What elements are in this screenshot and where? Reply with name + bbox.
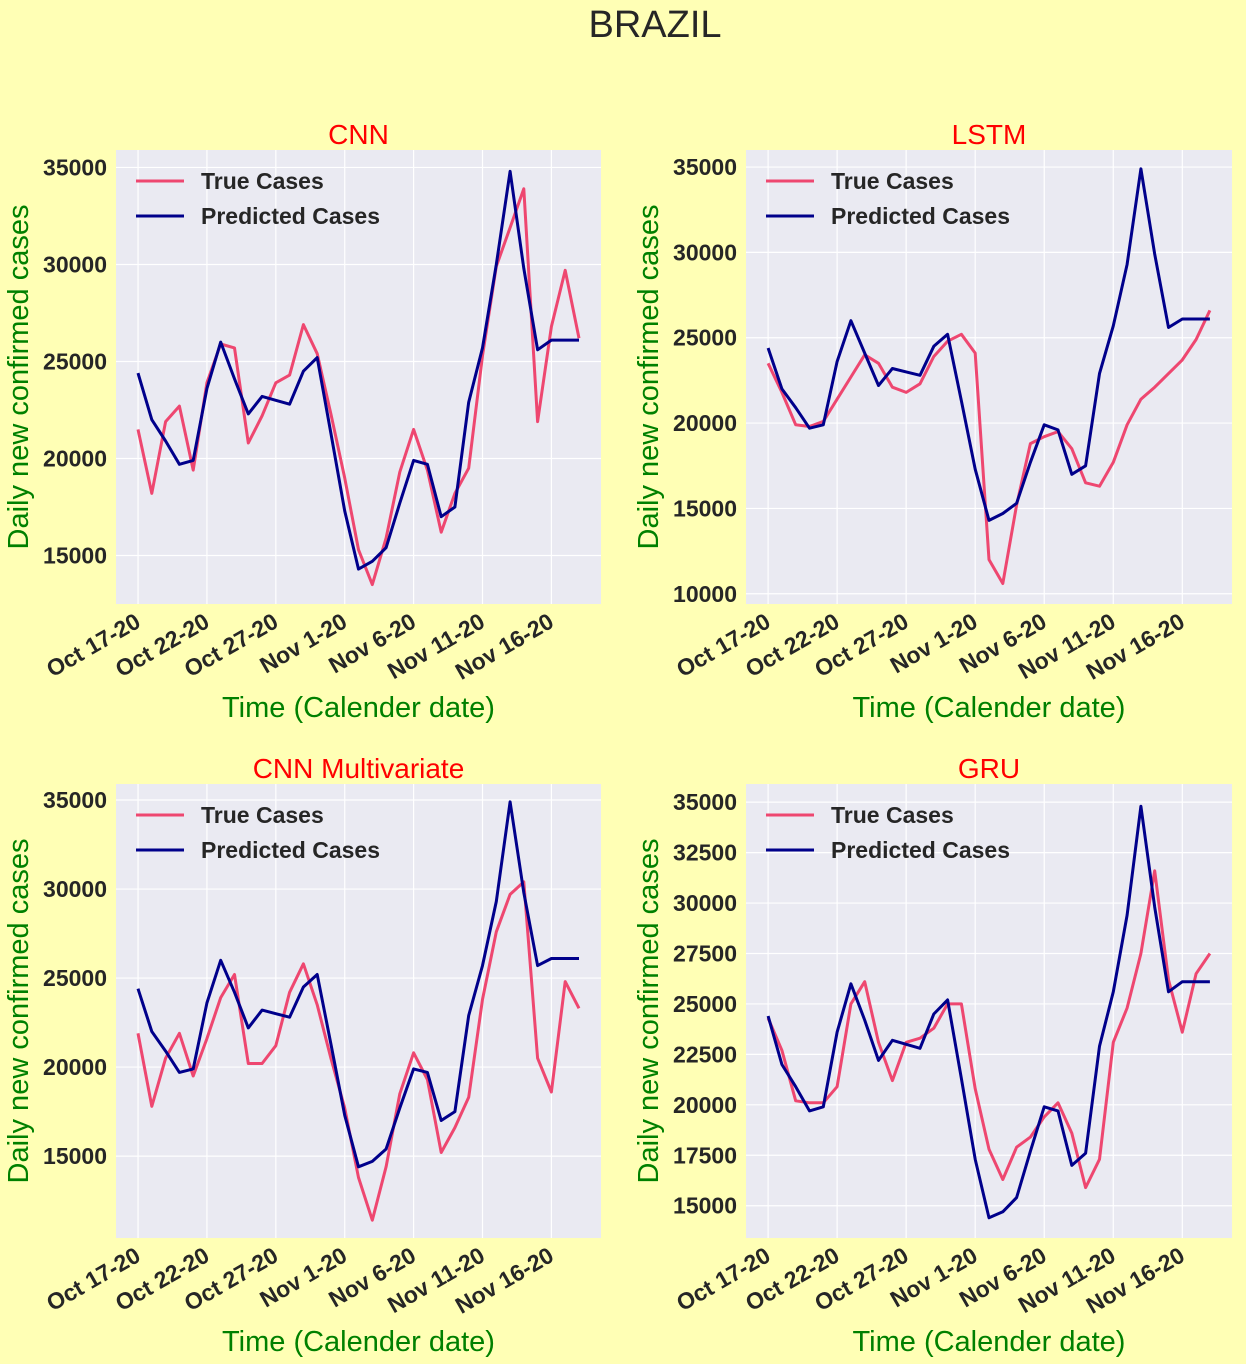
legend: True Cases Predicted Cases [766, 802, 1010, 863]
y-axis-label: Daily new confirmed cases [3, 839, 35, 1184]
predicted-cases-line [136, 169, 579, 571]
legend-label: True Cases [831, 168, 954, 194]
y-tick-label: 35000 [673, 789, 737, 815]
legend-label: Predicted Cases [831, 203, 1010, 229]
legend-label: Predicted Cases [201, 203, 380, 229]
x-axis-label: Time (Calender date) [222, 692, 495, 724]
subplot-title: CNN Multivariate [253, 753, 465, 784]
predicted-cases-line [766, 167, 1210, 522]
predicted-cases-line [766, 804, 1210, 1220]
subplot-title: GRU [958, 753, 1020, 784]
y-tick-label: 20000 [673, 1092, 737, 1118]
y-tick-label: 25000 [673, 991, 737, 1017]
x-axis-label: Time (Calender date) [222, 1326, 495, 1358]
legend: True Cases Predicted Cases [766, 168, 1010, 229]
subplot-title: LSTM [952, 119, 1027, 150]
true-cases-line [766, 869, 1212, 1190]
y-tick-label: 35000 [43, 787, 107, 813]
y-tick-label: 27500 [673, 940, 737, 966]
gridlines [116, 150, 601, 604]
y-tick-label: 20000 [673, 410, 737, 436]
legend-label: Predicted Cases [201, 837, 380, 863]
legend: True Cases Predicted Cases [136, 168, 380, 229]
subplot-4: 15000 17500 20000 22500 25000 27500 30000 32500… [633, 753, 1232, 1358]
predicted-cases-line [136, 800, 579, 1169]
legend: True Cases Predicted Cases [136, 802, 380, 863]
y-tick-label: 30000 [673, 890, 737, 916]
x-axis-label: Time (Calender date) [853, 1326, 1126, 1358]
y-tick-label: 30000 [43, 251, 107, 277]
y-tick-label: 32500 [673, 840, 737, 866]
legend-label: True Cases [201, 802, 324, 828]
y-tick-label: 15000 [673, 1193, 737, 1219]
y-tick-label: 30000 [673, 239, 737, 265]
y-tick-label: 10000 [673, 581, 737, 607]
y-tick-label: 17500 [673, 1142, 737, 1168]
y-tick-label: 15000 [43, 1143, 107, 1169]
y-tick-label: 20000 [43, 1054, 107, 1080]
legend-label: Predicted Cases [831, 837, 1010, 863]
y-tick-label: 15000 [673, 495, 737, 521]
y-tick-label: 35000 [673, 154, 737, 180]
gridlines [116, 784, 601, 1238]
y-tick-label: 25000 [43, 348, 107, 374]
y-axis-label: Daily new confirmed cases [633, 839, 665, 1184]
plot-area [116, 150, 601, 604]
y-tick-label: 20000 [43, 445, 107, 471]
y-axis-label: Daily new confirmed cases [3, 205, 35, 550]
x-axis-label: Time (Calender date) [853, 692, 1126, 724]
legend-label: True Cases [201, 168, 324, 194]
y-tick-label: 25000 [43, 965, 107, 991]
gridlines [746, 150, 1232, 604]
true-cases-line [136, 880, 581, 1222]
y-tick-label: 22500 [673, 1041, 737, 1067]
true-cases-line [766, 309, 1212, 585]
subplot-title: CNN [328, 119, 389, 150]
y-axis-label: Daily new confirmed cases [633, 205, 665, 550]
y-tick-label: 35000 [43, 154, 107, 180]
y-tick-label: 15000 [43, 542, 107, 568]
y-tick-label: 30000 [43, 876, 107, 902]
figure-title: BRAZIL [588, 4, 721, 46]
legend-label: True Cases [831, 802, 954, 828]
plot-area [746, 784, 1232, 1238]
gridlines [746, 784, 1232, 1238]
y-tick-label: 25000 [673, 325, 737, 351]
